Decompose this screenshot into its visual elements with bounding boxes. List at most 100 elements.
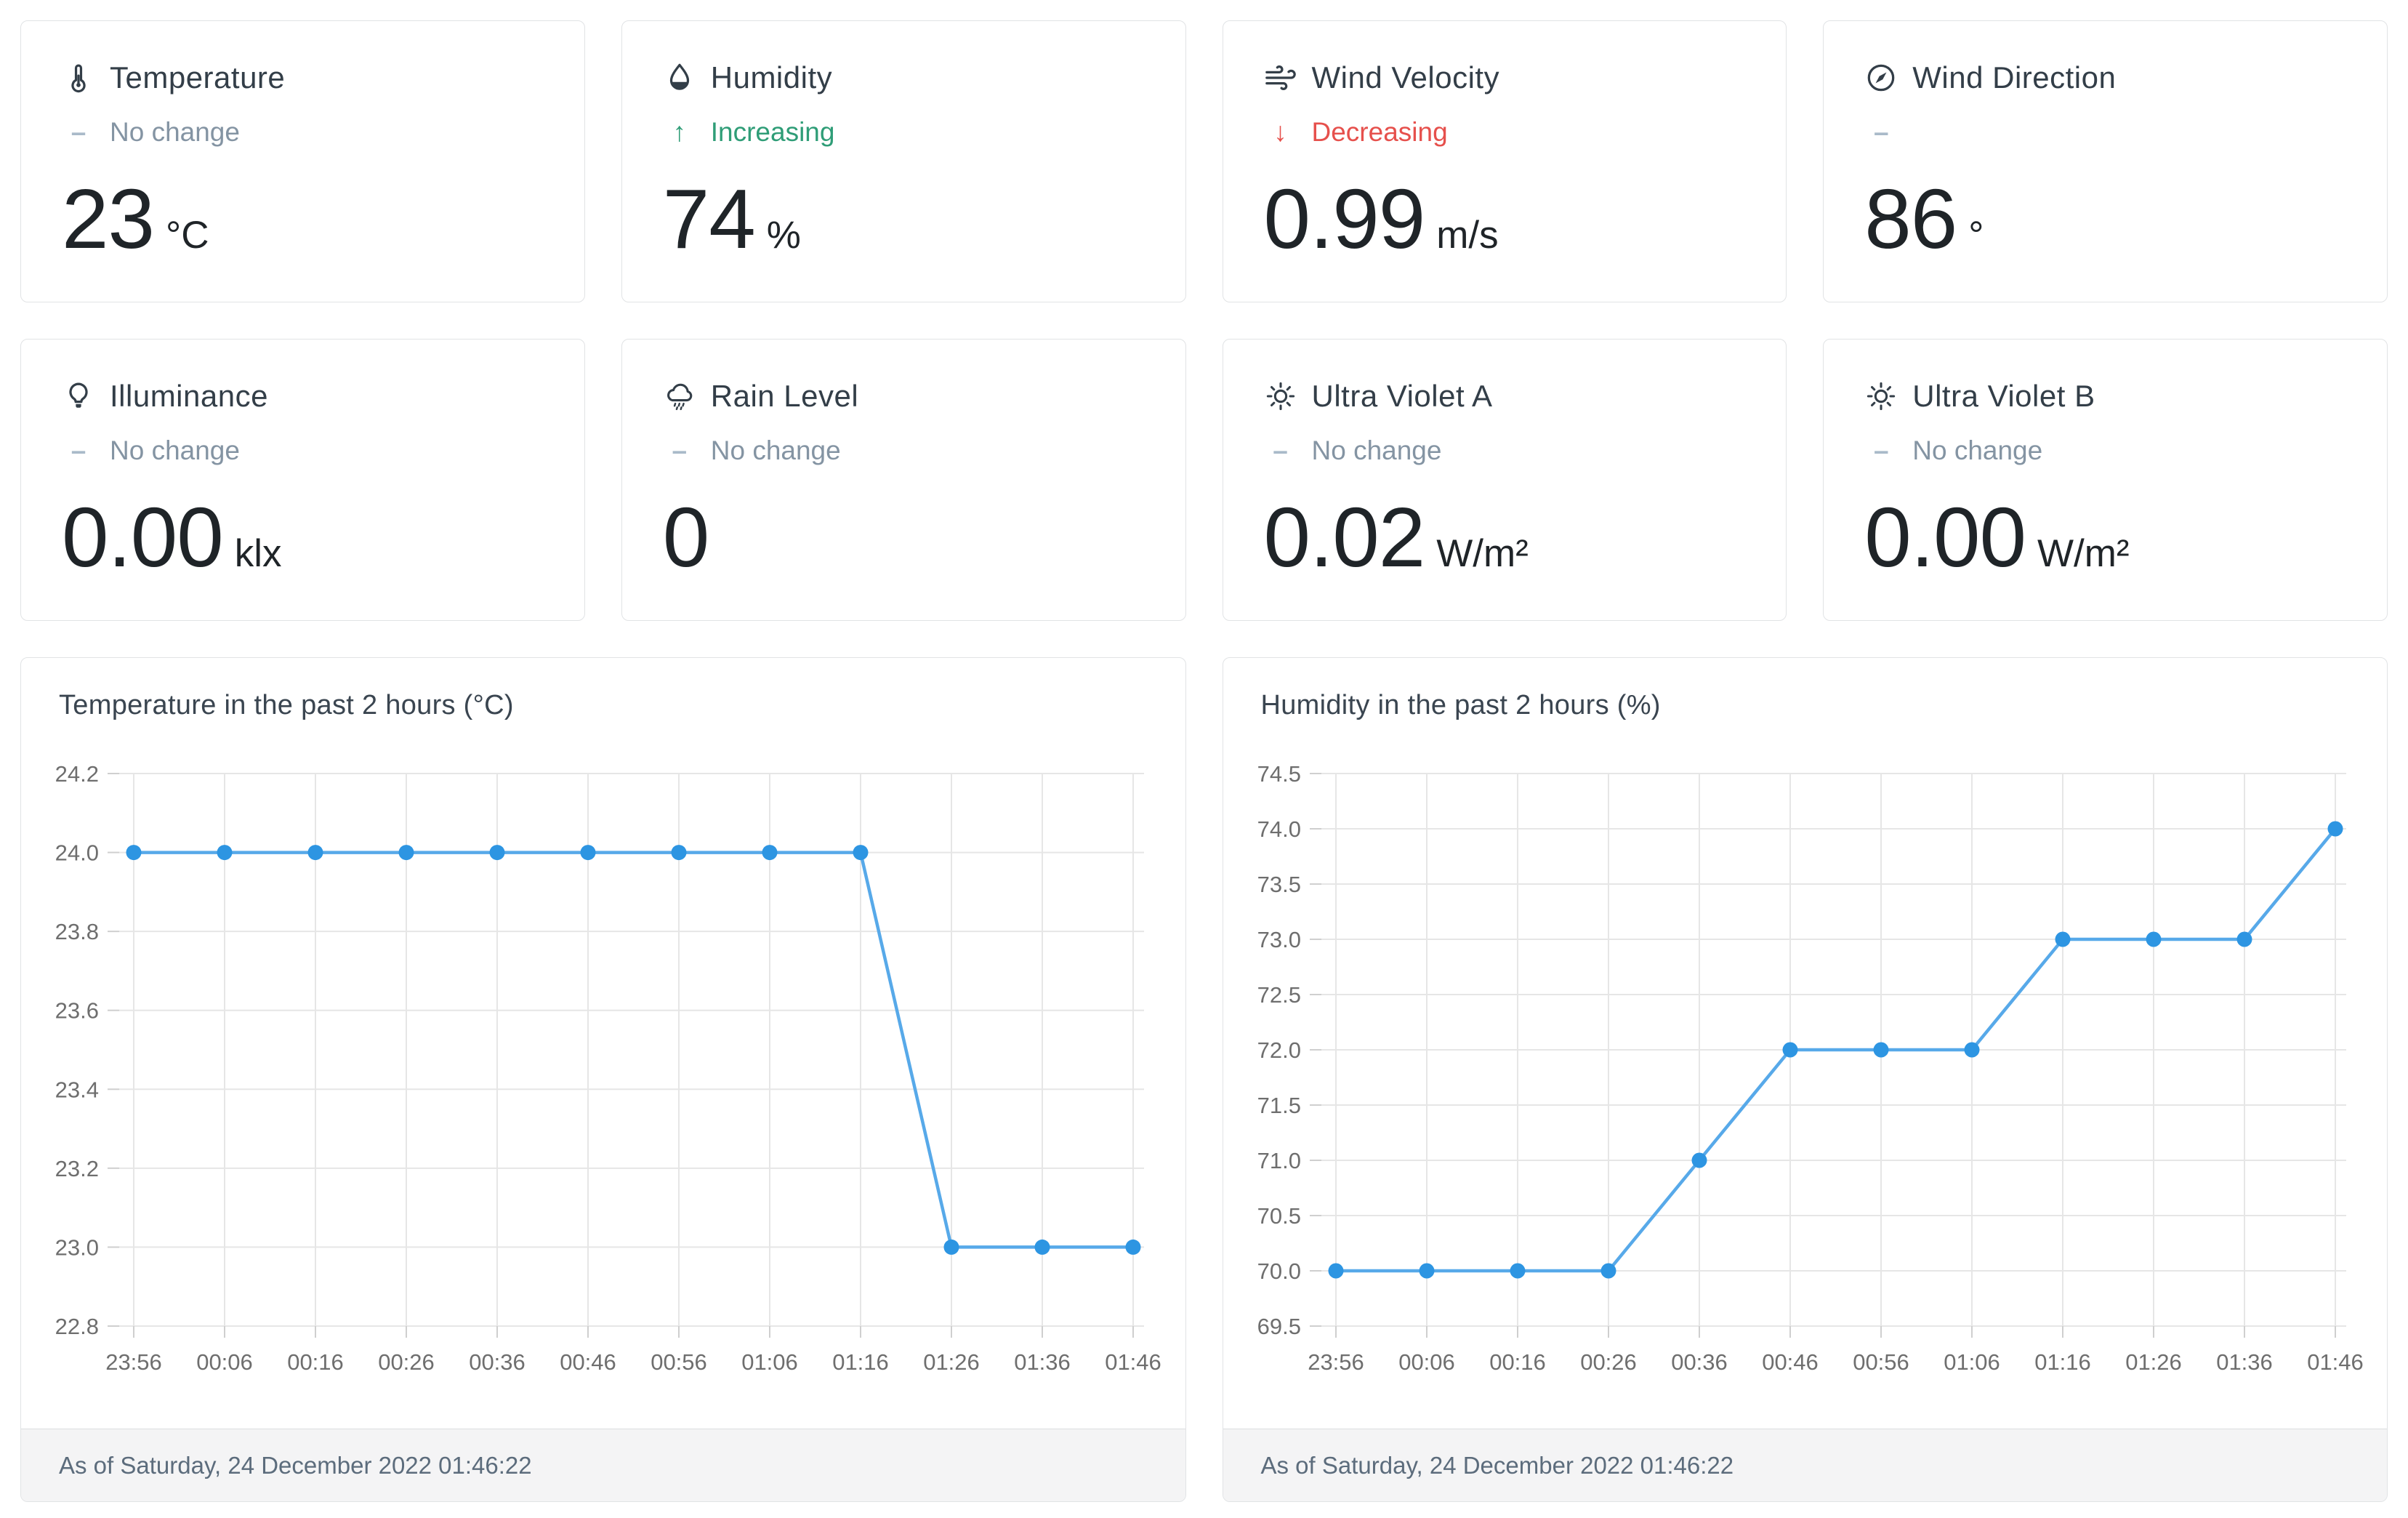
svg-text:01:16: 01:16	[832, 1349, 889, 1375]
card-value: 23	[62, 172, 155, 266]
svg-text:00:06: 00:06	[196, 1349, 253, 1375]
trend-label: Decreasing	[1311, 117, 1448, 147]
svg-text:01:46: 01:46	[2307, 1349, 2364, 1375]
svg-text:00:56: 00:56	[651, 1349, 707, 1375]
trend-arrow-icon: –	[71, 117, 86, 147]
svg-text:71.0: 71.0	[1257, 1148, 1300, 1173]
card-trend: – No change	[1864, 435, 2346, 466]
card-value-row: 86 °	[1864, 177, 2346, 261]
svg-text:23.6: 23.6	[55, 998, 99, 1024]
svg-text:70.0: 70.0	[1257, 1258, 1300, 1284]
chart-timestamp: As of Saturday, 24 December 2022 01:46:2…	[59, 1452, 532, 1479]
svg-text:24.0: 24.0	[55, 840, 99, 866]
svg-text:70.5: 70.5	[1257, 1203, 1300, 1229]
svg-text:23.0: 23.0	[55, 1234, 99, 1260]
svg-text:00:26: 00:26	[1580, 1349, 1637, 1375]
card-unit: W/m²	[2037, 532, 2130, 575]
wind-icon	[1264, 61, 1297, 95]
svg-text:23:56: 23:56	[105, 1349, 162, 1375]
bulb-icon	[62, 380, 95, 413]
card-title: Ultra Violet B	[1912, 379, 2095, 413]
svg-text:23.8: 23.8	[55, 919, 99, 944]
card-value-row: 0.00 klx	[62, 495, 544, 579]
card-trend: – No change	[1264, 435, 1746, 466]
trend-arrow-icon: –	[71, 435, 86, 465]
svg-text:00:36: 00:36	[469, 1349, 526, 1375]
card-value: 0.00	[62, 490, 224, 585]
svg-text:00:16: 00:16	[287, 1349, 344, 1375]
card-title-row: Illuminance	[62, 379, 544, 414]
card-value-row: 0.02 W/m²	[1264, 495, 1746, 579]
trend-arrow-icon: –	[672, 435, 688, 465]
svg-text:01:16: 01:16	[2034, 1349, 2091, 1375]
svg-text:01:06: 01:06	[1944, 1349, 2000, 1375]
card-value: 0.02	[1263, 490, 1426, 585]
svg-text:24.2: 24.2	[55, 761, 99, 787]
svg-text:01:36: 01:36	[2216, 1349, 2273, 1375]
svg-text:01:36: 01:36	[1014, 1349, 1071, 1375]
humidity-card: Humidity ↑ Increasing 74%	[621, 20, 1186, 302]
card-value: 0.99	[1263, 172, 1426, 266]
svg-text:73.0: 73.0	[1257, 927, 1300, 952]
card-title: Humidity	[710, 60, 833, 95]
card-title-row: Humidity	[663, 60, 1145, 95]
card-unit: klx	[234, 532, 282, 575]
ultra-violet-b-card: Ultra Violet B – No change 0.00 W/m²	[1823, 339, 2388, 621]
trend-label: No change	[1912, 435, 2043, 465]
svg-text:23.4: 23.4	[55, 1077, 99, 1102]
sun-icon	[1264, 380, 1297, 413]
card-value: 86	[1864, 172, 1957, 266]
card-unit: W/m²	[1436, 532, 1529, 575]
card-unit: °	[1968, 214, 1984, 257]
card-trend: ↓ Decreasing	[1264, 117, 1746, 148]
trend-arrow-icon: ↓	[1273, 117, 1287, 147]
svg-text:01:26: 01:26	[2125, 1349, 2182, 1375]
svg-text:69.5: 69.5	[1257, 1314, 1300, 1339]
card-title-row: Wind Velocity	[1264, 60, 1746, 95]
svg-text:00:46: 00:46	[1762, 1349, 1819, 1375]
card-value-row: 23 °C	[62, 177, 544, 261]
card-title: Temperature	[110, 60, 286, 95]
card-title-row: Rain Level	[663, 379, 1145, 414]
trend-label: No change	[1311, 435, 1442, 465]
svg-text:00:26: 00:26	[378, 1349, 435, 1375]
svg-text:71.5: 71.5	[1257, 1093, 1300, 1118]
svg-text:01:26: 01:26	[923, 1349, 980, 1375]
card-unit: °C	[166, 214, 209, 257]
illuminance-card: Illuminance – No change 0.00 klx	[20, 339, 585, 621]
card-value: 0	[662, 490, 710, 585]
trend-label: No change	[110, 435, 240, 465]
trend-arrow-icon: ↑	[672, 117, 687, 147]
svg-text:00:46: 00:46	[560, 1349, 616, 1375]
svg-text:01:46: 01:46	[1105, 1349, 1161, 1375]
card-trend: – No change	[62, 117, 544, 148]
droplet-icon	[663, 61, 696, 95]
chart-title: Temperature in the past 2 hours (°C)	[59, 690, 514, 720]
card-trend: –	[1864, 117, 2346, 148]
chart-footer: As of Saturday, 24 December 2022 01:46:2…	[1223, 1429, 2387, 1501]
card-title: Rain Level	[710, 379, 859, 413]
svg-text:00:06: 00:06	[1398, 1349, 1455, 1375]
card-trend: – No change	[663, 435, 1145, 466]
card-title: Illuminance	[110, 379, 268, 413]
card-title-row: Ultra Violet B	[1864, 379, 2346, 414]
card-trend: – No change	[62, 435, 544, 466]
card-title: Wind Velocity	[1311, 60, 1500, 95]
chart-title: Humidity in the past 2 hours (%)	[1260, 690, 1661, 720]
trend-label: Increasing	[710, 117, 835, 147]
sun-icon	[1864, 380, 1898, 413]
line-chart[interactable]: 74.5 74.0 73.5 73.0 72.5 72.0 71.5 71.0 70.5 70.0…	[1223, 730, 2388, 1428]
trend-label: No change	[710, 435, 841, 465]
thermometer-icon	[62, 61, 95, 95]
card-value: 74	[662, 172, 756, 266]
rain-cloud-icon	[663, 380, 696, 413]
svg-text:00:16: 00:16	[1489, 1349, 1546, 1375]
ultra-violet-a-card: Ultra Violet A – No change 0.02 W/m²	[1222, 339, 1787, 621]
svg-text:00:56: 00:56	[1853, 1349, 1909, 1375]
chart-timestamp: As of Saturday, 24 December 2022 01:46:2…	[1260, 1452, 1734, 1479]
svg-text:23:56: 23:56	[1308, 1349, 1364, 1375]
svg-text:01:06: 01:06	[741, 1349, 798, 1375]
card-title-row: Wind Direction	[1864, 60, 2346, 95]
line-chart[interactable]: 24.2 24.0 23.8 23.6 23.4 23.2 23.0 22.8 23:56 00:…	[21, 730, 1185, 1428]
temperature-card: Temperature – No change 23 °C	[20, 20, 585, 302]
